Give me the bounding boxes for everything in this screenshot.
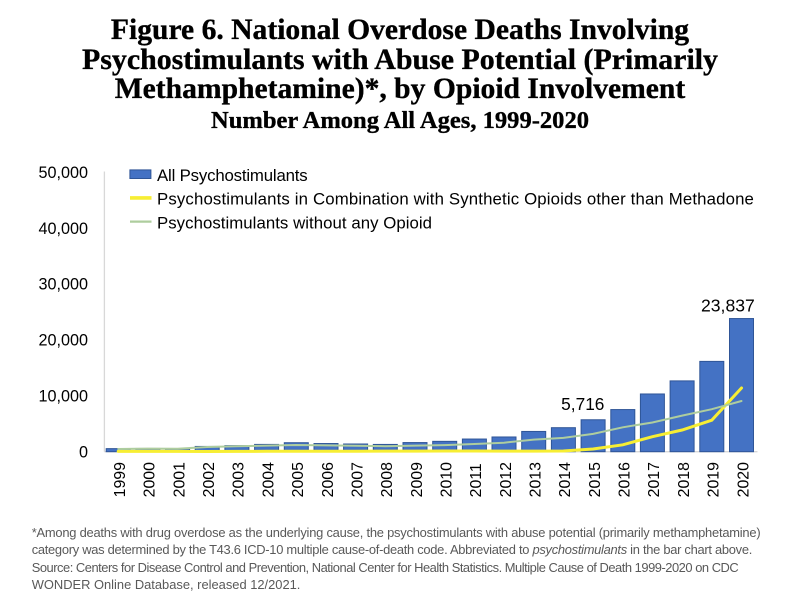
svg-text:5,716: 5,716 [561, 394, 604, 414]
svg-text:23,837: 23,837 [701, 295, 755, 315]
svg-text:2009: 2009 [409, 462, 426, 498]
svg-text:2016: 2016 [617, 462, 634, 498]
svg-text:2019: 2019 [706, 462, 723, 498]
svg-text:2004: 2004 [260, 462, 277, 498]
svg-text:2020: 2020 [735, 462, 752, 498]
svg-text:2011: 2011 [468, 463, 485, 497]
svg-text:2001: 2001 [171, 462, 188, 498]
svg-text:2012: 2012 [498, 462, 515, 498]
svg-text:10,000: 10,000 [38, 387, 88, 405]
svg-text:2008: 2008 [379, 462, 396, 498]
svg-text:2005: 2005 [290, 462, 307, 498]
svg-text:2014: 2014 [557, 462, 574, 498]
svg-text:0: 0 [79, 443, 88, 461]
svg-text:All Psychostimulants: All Psychostimulants [157, 166, 307, 185]
svg-text:2017: 2017 [646, 462, 663, 498]
svg-text:2003: 2003 [231, 462, 248, 498]
svg-text:2000: 2000 [142, 462, 159, 498]
svg-text:1999: 1999 [112, 462, 129, 498]
svg-text:2013: 2013 [528, 462, 545, 498]
svg-text:2006: 2006 [320, 462, 337, 498]
svg-text:2007: 2007 [349, 462, 366, 498]
svg-text:50,000: 50,000 [38, 164, 88, 182]
svg-text:2015: 2015 [587, 462, 604, 498]
svg-text:Psychostimulants in Combinatio: Psychostimulants in Combination with Syn… [157, 189, 754, 208]
svg-text:2002: 2002 [201, 462, 218, 498]
svg-text:2018: 2018 [676, 462, 693, 498]
svg-text:Psychostimulants without any O: Psychostimulants without any Opioid [157, 214, 432, 233]
svg-text:40,000: 40,000 [38, 220, 88, 238]
svg-text:30,000: 30,000 [38, 276, 88, 294]
svg-text:2010: 2010 [439, 462, 456, 498]
svg-text:20,000: 20,000 [38, 332, 88, 350]
